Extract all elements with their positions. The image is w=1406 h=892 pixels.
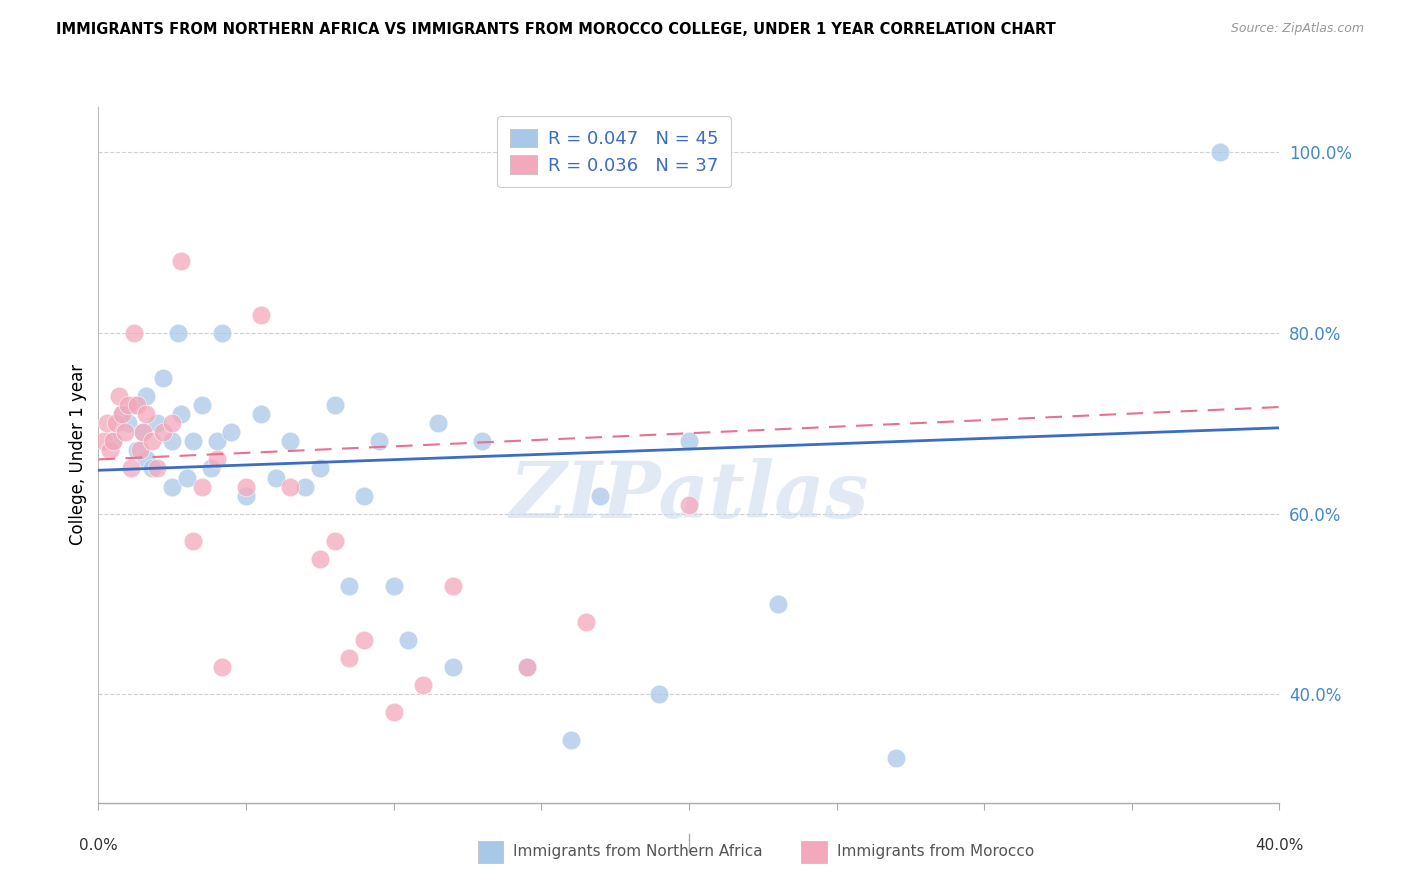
- Point: [382, 706, 405, 720]
- Point: [117, 398, 139, 412]
- Point: [191, 479, 214, 493]
- Point: [170, 407, 193, 421]
- Point: [396, 633, 419, 648]
- Point: [211, 326, 233, 340]
- Point: [235, 479, 257, 493]
- Point: [135, 389, 157, 403]
- Point: [574, 615, 596, 629]
- Point: [108, 389, 131, 403]
- Point: [278, 434, 302, 449]
- Point: [162, 434, 183, 449]
- Text: Source: ZipAtlas.com: Source: ZipAtlas.com: [1230, 22, 1364, 36]
- Point: [219, 425, 242, 440]
- Point: [117, 417, 139, 431]
- Point: [339, 651, 360, 665]
- Point: [884, 750, 907, 764]
- Point: [114, 425, 136, 440]
- Text: ZIPatlas: ZIPatlas: [509, 458, 869, 535]
- Point: [648, 687, 671, 701]
- Point: [111, 407, 134, 421]
- Point: [353, 633, 375, 648]
- Point: [152, 425, 174, 440]
- Point: [353, 489, 375, 503]
- Text: 40.0%: 40.0%: [1256, 838, 1303, 854]
- Point: [162, 417, 183, 431]
- Point: [264, 470, 287, 484]
- Point: [132, 425, 155, 440]
- Point: [135, 407, 157, 421]
- Point: [122, 326, 145, 340]
- Point: [1209, 145, 1232, 160]
- Point: [93, 434, 115, 449]
- Point: [427, 417, 450, 431]
- Point: [589, 489, 612, 503]
- Point: [250, 407, 273, 421]
- Point: [128, 443, 150, 458]
- Point: [111, 407, 134, 421]
- Point: [125, 443, 148, 458]
- Point: [181, 533, 204, 548]
- Text: IMMIGRANTS FROM NORTHERN AFRICA VS IMMIGRANTS FROM MOROCCO COLLEGE, UNDER 1 YEAR: IMMIGRANTS FROM NORTHERN AFRICA VS IMMIG…: [56, 22, 1056, 37]
- Point: [250, 308, 273, 322]
- Point: [105, 417, 128, 431]
- Point: [205, 452, 228, 467]
- Point: [368, 434, 391, 449]
- Point: [515, 660, 537, 674]
- Point: [125, 398, 148, 412]
- Point: [278, 479, 302, 493]
- Point: [98, 443, 121, 458]
- Point: [103, 434, 125, 449]
- Point: [181, 434, 204, 449]
- Point: [141, 461, 163, 475]
- Point: [678, 434, 700, 449]
- Point: [323, 398, 346, 412]
- Point: [135, 452, 157, 467]
- Y-axis label: College, Under 1 year: College, Under 1 year: [69, 364, 87, 546]
- Point: [146, 461, 169, 475]
- Point: [103, 434, 125, 449]
- Point: [205, 434, 228, 449]
- Point: [441, 579, 464, 593]
- Point: [339, 579, 360, 593]
- Point: [678, 498, 700, 512]
- Point: [176, 470, 198, 484]
- Point: [471, 434, 494, 449]
- Point: [235, 489, 257, 503]
- Text: Immigrants from Morocco: Immigrants from Morocco: [837, 845, 1033, 859]
- Point: [170, 253, 193, 268]
- Point: [122, 398, 145, 412]
- Point: [120, 461, 142, 475]
- Point: [382, 579, 405, 593]
- Point: [412, 678, 434, 692]
- Point: [309, 551, 332, 566]
- Point: [294, 479, 316, 493]
- Point: [167, 326, 190, 340]
- Point: [211, 660, 233, 674]
- Point: [309, 461, 332, 475]
- Legend: R = 0.047   N = 45, R = 0.036   N = 37: R = 0.047 N = 45, R = 0.036 N = 37: [498, 116, 731, 187]
- Point: [96, 417, 118, 431]
- Text: 0.0%: 0.0%: [79, 838, 118, 854]
- Point: [141, 434, 163, 449]
- Point: [132, 425, 155, 440]
- Point: [515, 660, 537, 674]
- Point: [441, 660, 464, 674]
- Point: [162, 479, 183, 493]
- Point: [323, 533, 346, 548]
- Point: [146, 417, 169, 431]
- Point: [191, 398, 214, 412]
- Text: Immigrants from Northern Africa: Immigrants from Northern Africa: [513, 845, 763, 859]
- Point: [200, 461, 222, 475]
- Point: [766, 597, 789, 611]
- Point: [560, 732, 582, 747]
- Point: [152, 371, 174, 385]
